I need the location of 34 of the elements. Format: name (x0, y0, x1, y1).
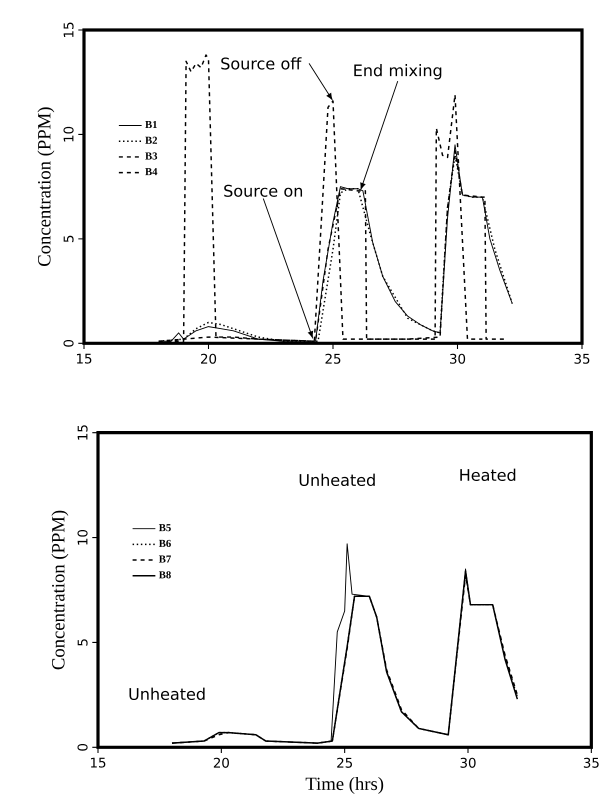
y-tick-label: 15 (78, 425, 88, 440)
legend-label: B3 (145, 152, 158, 160)
x-tick-label: 20 (214, 758, 229, 768)
legend-label: B5 (158, 524, 171, 532)
legend-label: B7 (158, 556, 171, 563)
annotation: Source off (221, 57, 302, 70)
legend-label: B6 (158, 540, 171, 547)
x-tick-label: 15 (90, 758, 106, 768)
y-axis-title: Concentration (PPM) (37, 107, 54, 266)
legend-label: B4 (145, 168, 158, 176)
x-tick-label: 30 (450, 354, 466, 364)
x-tick-label: 35 (574, 354, 590, 364)
x-tick-label: 20 (201, 354, 216, 364)
legend-label: B2 (145, 136, 158, 144)
x-tick-label: 25 (326, 354, 340, 364)
x-tick-label: 30 (460, 758, 476, 768)
legend-label: B1 (145, 120, 157, 128)
annotation: Source on (224, 184, 302, 197)
y-tick-label: 0 (63, 340, 74, 347)
y-tick-label: 10 (63, 126, 74, 142)
x-axis-title: Time (hrs) (306, 776, 384, 794)
y-tick-label: 0 (77, 744, 88, 751)
annotation: End mixing (354, 64, 442, 80)
annotation: Unheated (300, 474, 375, 486)
y-tick-label: 5 (64, 236, 74, 242)
annotation: Heated (460, 468, 516, 482)
legend-label: B8 (158, 571, 171, 578)
x-tick-label: 25 (337, 758, 352, 768)
annotation: Unheated (129, 688, 205, 700)
x-tick-label: 35 (584, 758, 599, 768)
y-tick-label: 10 (77, 530, 88, 545)
y-axis-title: Concentration (PPM) (51, 510, 68, 670)
y-tick-label: 5 (78, 639, 88, 646)
y-tick-label: 15 (64, 22, 74, 38)
